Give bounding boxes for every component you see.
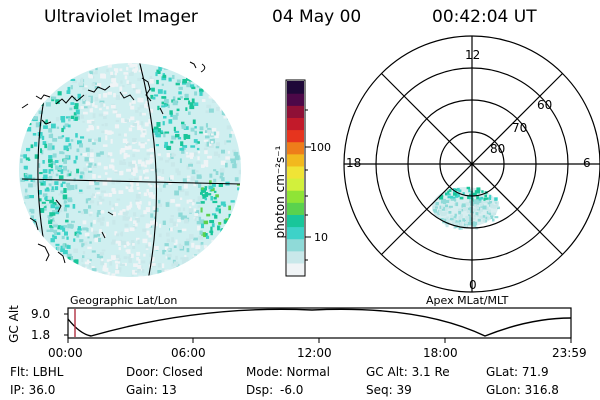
- polar-plot: [343, 35, 600, 293]
- colorbar-swatch: [287, 141, 304, 155]
- instrument-title: Ultraviolet Imager: [44, 7, 198, 27]
- lat-label-60: 60: [537, 98, 553, 112]
- colorbar-label-100: 100: [310, 141, 331, 154]
- altitude-ytick-high: 9.0: [31, 307, 51, 321]
- colorbar-swatch: [287, 262, 304, 276]
- colorbar-swatch: [287, 190, 304, 203]
- colorbar-swatch: [287, 250, 304, 264]
- status-dsp-value: -6.0: [280, 383, 304, 397]
- geographic-image: [19, 61, 241, 277]
- mlt-label-0: 0: [469, 278, 477, 292]
- colorbar-swatch: [287, 105, 304, 118]
- altitude-xtick-0000: 00:00: [48, 346, 83, 360]
- altitude-xtick-1200: 12:00: [297, 346, 332, 360]
- altitude-curve: [67, 308, 572, 337]
- status-filter: Flt: LBHL: [10, 365, 64, 379]
- coastlines: [21, 61, 206, 264]
- polar-plot-caption: Apex MLat/MLT: [426, 294, 509, 307]
- colorbar: [285, 79, 311, 277]
- status-gain: Gain: 13: [126, 383, 177, 397]
- status-glon: GLon: 316.8: [486, 383, 559, 397]
- status-mode: Mode: Normal: [246, 365, 330, 379]
- altitude-xtick-0600: 06:00: [171, 346, 206, 360]
- altitude-ylabel: GC Alt: [7, 305, 21, 343]
- colorbar-swatch: [287, 238, 304, 252]
- colorbar-swatch: [287, 81, 304, 94]
- status-gc-alt: GC Alt: 3.1 Re: [366, 365, 450, 379]
- time-label: 00:42:04 UT: [432, 7, 537, 27]
- emission-speckle: [20, 63, 241, 277]
- colorbar-swatch: [287, 214, 304, 228]
- colorbar-swatch: [287, 226, 304, 240]
- colorbar-swatch: [287, 153, 304, 167]
- colorbar-swatch: [287, 202, 304, 215]
- status-dsp-label: Dsp:: [246, 383, 274, 397]
- colorbar-swatch: [287, 178, 304, 191]
- altitude-xtick-2359: 23:59: [552, 346, 587, 360]
- status-door: Door: Closed: [126, 365, 203, 379]
- altitude-xtick-1800: 18:00: [423, 346, 458, 360]
- status-seq: Seq: 39: [366, 383, 412, 397]
- lat-label-70: 70: [512, 121, 528, 135]
- lat-label-80: 80: [490, 142, 506, 156]
- geo-map-caption: Geographic Lat/Lon: [70, 294, 178, 307]
- colorbar-swatch: [287, 93, 304, 106]
- mlt-label-18: 18: [346, 156, 362, 170]
- auroral-oval: [432, 186, 500, 230]
- status-glat: GLat: 71.9: [486, 365, 549, 379]
- status-ip: IP: 36.0: [10, 383, 56, 397]
- colorbar-label-10: 10: [314, 231, 328, 244]
- date-label: 04 May 00: [272, 7, 362, 27]
- colorbar-unit-label: photon cm⁻²s⁻¹: [273, 145, 287, 239]
- polar-grid: [343, 35, 600, 293]
- colorbar-swatch: [287, 117, 304, 131]
- altitude-plot: [64, 307, 572, 343]
- colorbar-swatch: [287, 165, 304, 179]
- altitude-ytick-low: 1.8: [31, 328, 51, 342]
- mlt-label-12: 12: [465, 48, 481, 62]
- colorbar-swatch: [287, 129, 304, 143]
- mlt-label-6: 6: [583, 156, 591, 170]
